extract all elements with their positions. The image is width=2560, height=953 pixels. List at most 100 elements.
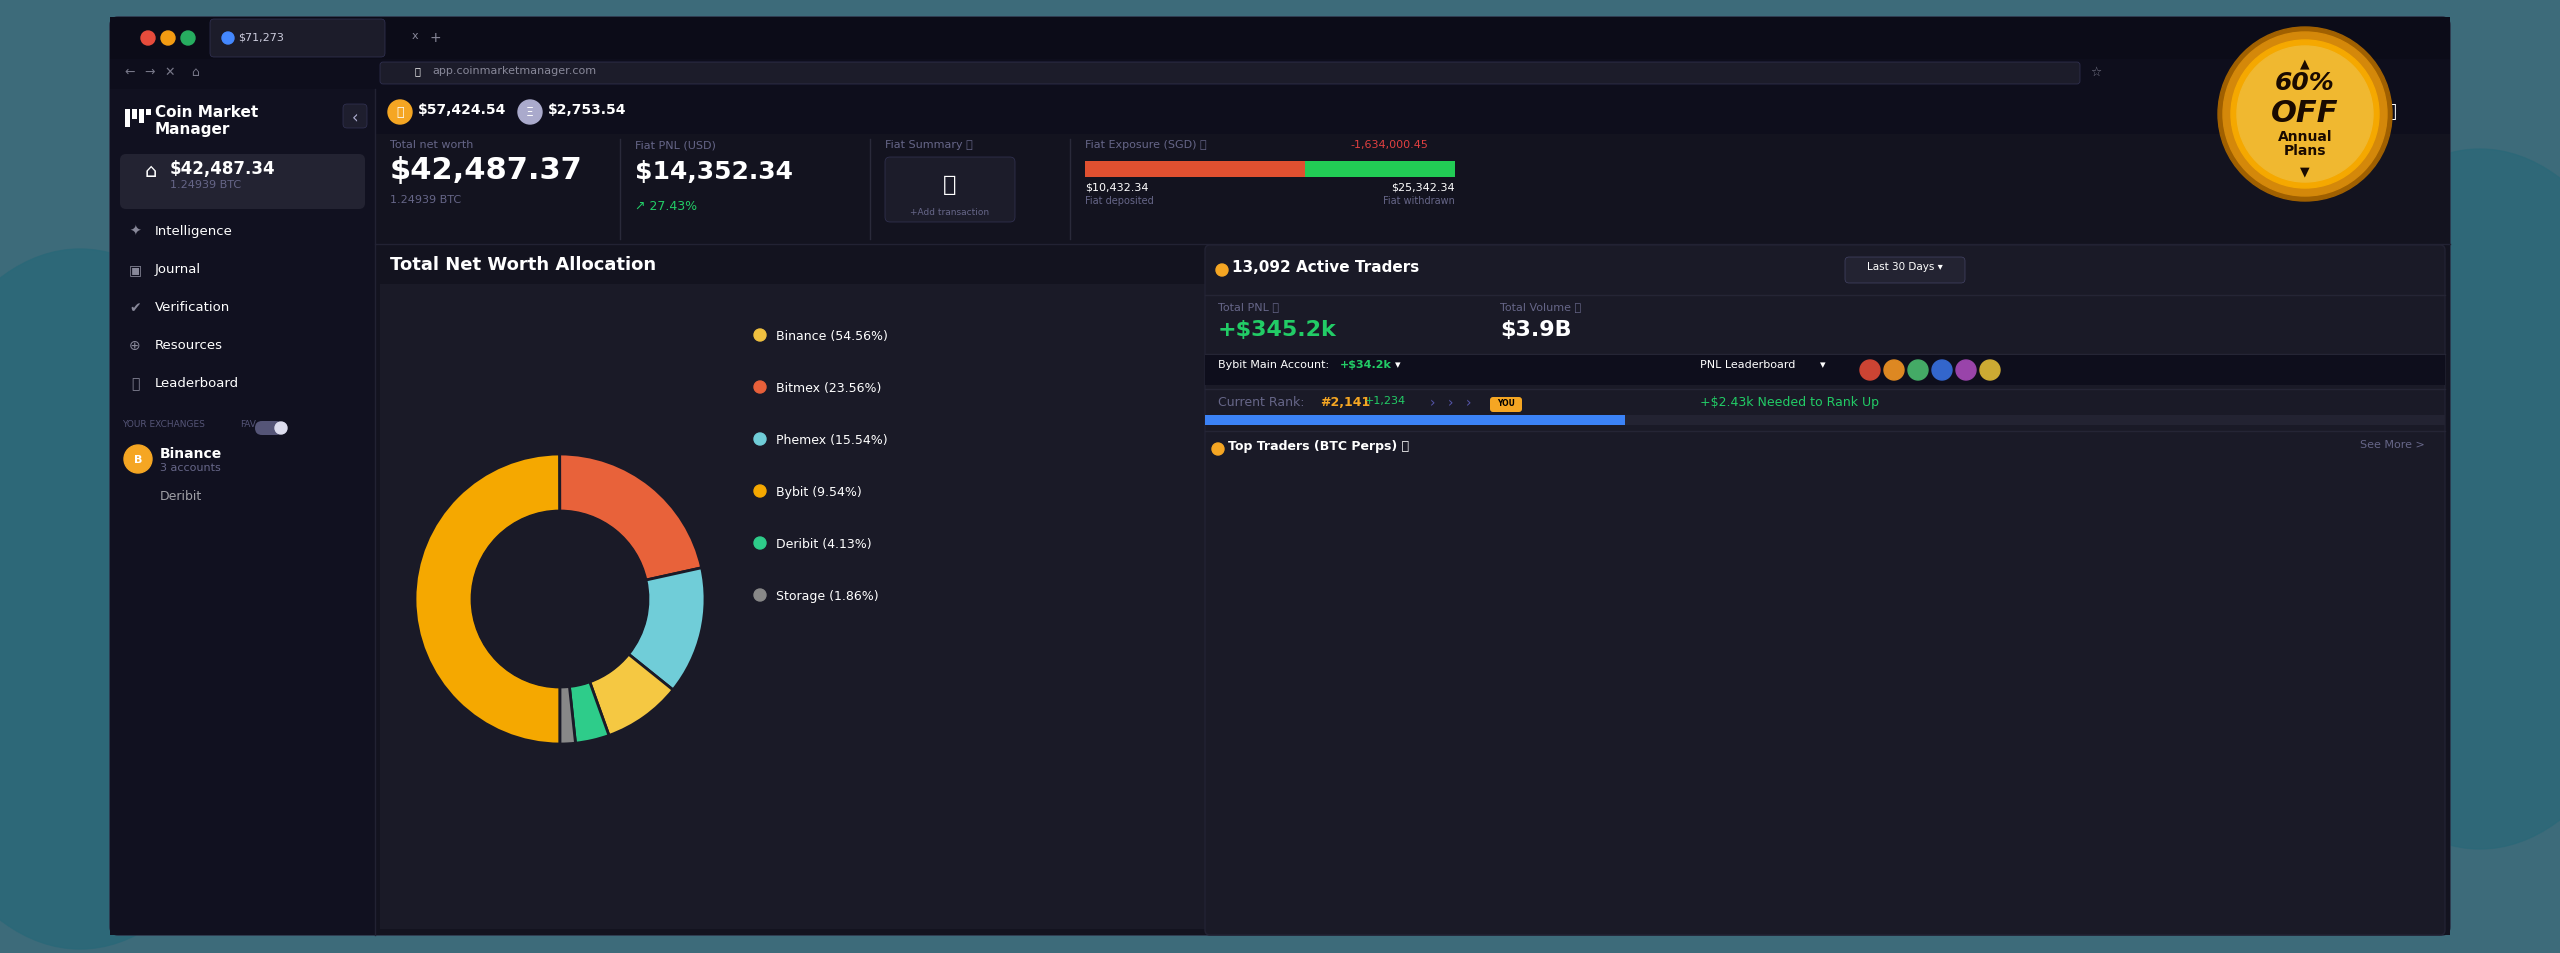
FancyBboxPatch shape [1206, 246, 2445, 935]
FancyBboxPatch shape [110, 18, 2450, 935]
Text: FAV: FAV [241, 419, 256, 429]
Text: OFF: OFF [2271, 99, 2340, 128]
Text: Total PNL ⓘ: Total PNL ⓘ [1219, 302, 1280, 312]
Text: B: B [133, 455, 143, 464]
Text: ▾: ▾ [1820, 359, 1825, 370]
Text: ⊕: ⊕ [128, 338, 141, 353]
FancyBboxPatch shape [256, 421, 284, 436]
Text: ⌂: ⌂ [146, 162, 156, 181]
Text: $2,753.54: $2,753.54 [548, 103, 627, 117]
Text: $57,424.54: $57,424.54 [417, 103, 507, 117]
FancyBboxPatch shape [1206, 416, 1626, 426]
Wedge shape [589, 655, 673, 736]
Circle shape [1861, 360, 1879, 380]
Text: →: → [146, 66, 156, 79]
FancyBboxPatch shape [125, 110, 131, 128]
Text: Coin Market
Manager: Coin Market Manager [156, 105, 259, 137]
Text: Fiat Summary ⓘ: Fiat Summary ⓘ [886, 140, 973, 150]
Text: $14,352.34: $14,352.34 [635, 160, 794, 184]
FancyBboxPatch shape [133, 110, 138, 120]
Text: Deribit (4.13%): Deribit (4.13%) [776, 537, 870, 551]
FancyBboxPatch shape [146, 110, 151, 116]
Text: 🏆: 🏆 [131, 376, 138, 391]
Text: $25,342.34: $25,342.34 [1393, 182, 1454, 192]
FancyBboxPatch shape [374, 90, 2450, 135]
Text: Ξ: Ξ [525, 107, 535, 119]
Text: Bybit (9.54%): Bybit (9.54%) [776, 485, 863, 498]
FancyBboxPatch shape [110, 18, 2450, 60]
Circle shape [389, 101, 412, 125]
Circle shape [123, 446, 151, 474]
Text: Binance (54.56%): Binance (54.56%) [776, 330, 888, 343]
FancyBboxPatch shape [886, 158, 1014, 223]
Circle shape [2237, 47, 2373, 183]
FancyBboxPatch shape [379, 63, 2079, 85]
Text: $3.9B: $3.9B [1500, 319, 1572, 339]
Circle shape [223, 33, 233, 45]
FancyBboxPatch shape [1085, 162, 1454, 178]
Text: Journal: Journal [156, 263, 202, 275]
Text: ↗ 27.43%: ↗ 27.43% [635, 200, 696, 213]
Text: Verification: Verification [156, 301, 230, 314]
FancyBboxPatch shape [1206, 416, 2445, 426]
Wedge shape [561, 687, 576, 744]
Text: Storage (1.86%): Storage (1.86%) [776, 589, 878, 602]
Circle shape [1907, 360, 1928, 380]
Text: ▲: ▲ [2301, 57, 2309, 70]
Text: Top Traders (BTC Perps) ⓘ: Top Traders (BTC Perps) ⓘ [1229, 439, 1408, 453]
Text: ☆: ☆ [2089, 66, 2102, 79]
FancyBboxPatch shape [138, 110, 143, 124]
Ellipse shape [0, 250, 279, 949]
Text: Total net worth: Total net worth [389, 140, 474, 150]
Text: $42,487.37: $42,487.37 [389, 156, 584, 185]
Circle shape [1884, 360, 1905, 380]
Wedge shape [561, 455, 701, 580]
Text: Phemex (15.54%): Phemex (15.54%) [776, 434, 888, 447]
Text: ←: ← [125, 66, 136, 79]
Text: $10,432.34: $10,432.34 [1085, 182, 1149, 192]
Text: $42,487.34: $42,487.34 [169, 160, 276, 178]
Text: 1.24939 BTC: 1.24939 BTC [169, 180, 241, 190]
Text: +Add transaction: +Add transaction [911, 208, 991, 216]
Text: #2,141: #2,141 [1321, 395, 1370, 409]
Text: Annual: Annual [2278, 130, 2332, 144]
Text: Fiat withdrawn: Fiat withdrawn [1382, 195, 1454, 206]
Circle shape [141, 32, 156, 46]
Text: Current Rank:: Current Rank: [1219, 395, 1306, 409]
FancyBboxPatch shape [374, 246, 1196, 935]
Circle shape [2222, 33, 2386, 196]
Circle shape [161, 32, 174, 46]
Text: 13,092 Active Traders: 13,092 Active Traders [1231, 260, 1418, 274]
Text: +$345.2k: +$345.2k [1219, 319, 1336, 339]
FancyBboxPatch shape [1306, 162, 1454, 178]
FancyBboxPatch shape [379, 285, 1211, 929]
Text: Fiat Exposure (SGD) ⓘ: Fiat Exposure (SGD) ⓘ [1085, 140, 1206, 150]
Text: Bybit Main Account:: Bybit Main Account: [1219, 359, 1329, 370]
Text: ›: › [1449, 395, 1454, 410]
Ellipse shape [2281, 150, 2560, 849]
Text: Plans: Plans [2284, 144, 2327, 158]
Text: ›: › [1467, 395, 1472, 410]
Text: Total Net Worth Allocation: Total Net Worth Allocation [389, 255, 655, 274]
FancyBboxPatch shape [210, 20, 384, 58]
Circle shape [182, 32, 195, 46]
Text: +$34.2k: +$34.2k [1339, 359, 1393, 370]
Circle shape [1956, 360, 1976, 380]
Text: See More >: See More > [2360, 439, 2424, 450]
Circle shape [755, 381, 765, 394]
Wedge shape [630, 568, 704, 690]
Text: ‹: ‹ [351, 109, 358, 127]
Text: ✔: ✔ [128, 301, 141, 314]
Text: Resources: Resources [156, 338, 223, 352]
Text: ⌂: ⌂ [192, 66, 200, 79]
FancyBboxPatch shape [110, 60, 2450, 90]
Text: ▾: ▾ [1395, 359, 1400, 370]
Text: 1.24939 BTC: 1.24939 BTC [389, 194, 461, 205]
Text: 🏛: 🏛 [942, 174, 957, 194]
Text: ₿: ₿ [397, 107, 404, 119]
Circle shape [755, 330, 765, 341]
Circle shape [2230, 41, 2378, 189]
Circle shape [471, 512, 648, 687]
Text: ✦: ✦ [128, 225, 141, 239]
Text: Total Volume ⓘ: Total Volume ⓘ [1500, 302, 1582, 312]
